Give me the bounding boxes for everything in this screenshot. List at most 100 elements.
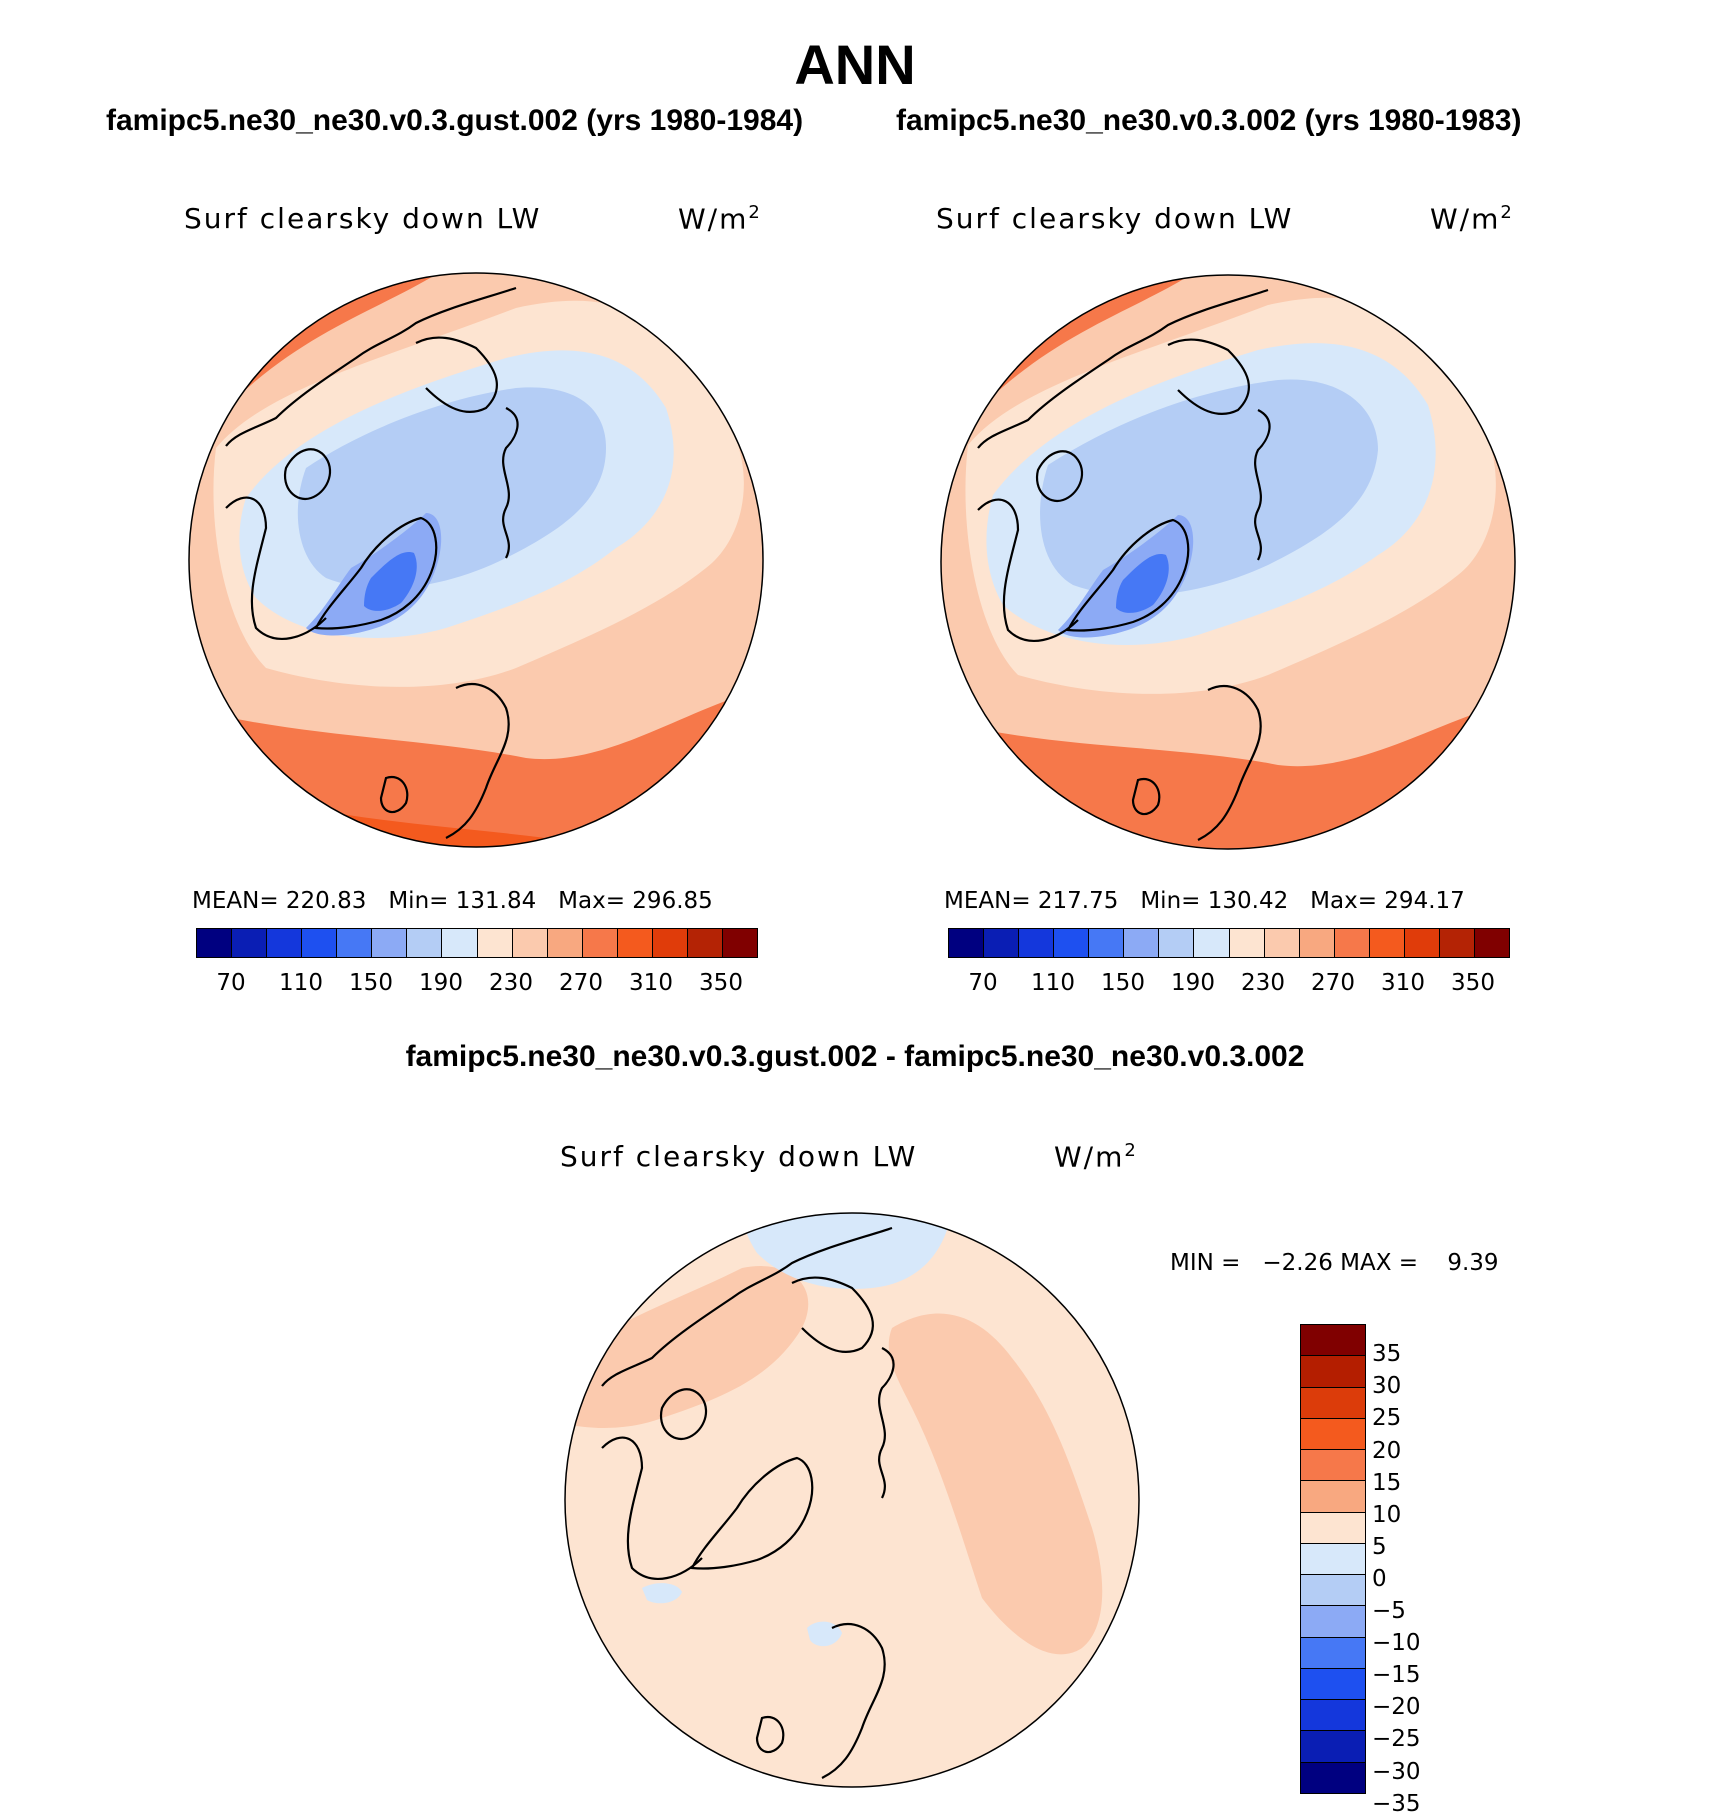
left-colorbar-swatch [582,929,618,957]
left-colorbar-swatch [617,929,653,957]
diff-colorbar-tick-label: −5 [1372,1598,1406,1624]
right-mean-value: 217.75 [1037,888,1119,914]
right-coast-asia [977,288,1269,449]
left-case-title: famipc5.ne30_ne30.v0.3.gust.002 (yrs 198… [106,104,804,137]
right-colorbar-swatch [1124,929,1160,957]
left-coast-north-america [225,496,327,640]
diff-colorbar-tick-label: 15 [1372,1469,1402,1496]
diff-colorbar-swatch [1301,1450,1365,1482]
left-coast-british-isles [379,775,409,814]
diff-stats: MIN = −2.26 MAX = 9.39 [1170,1250,1499,1276]
right-max-label: Max= [1310,888,1377,914]
diff-coast-asia [601,1226,893,1387]
left-colorbar-ticks: 70 110 150 190 230 270 310 350 [196,970,756,1000]
right-colorbar-tick-label: 310 [1381,970,1425,996]
diff-max-value: 9.39 [1447,1250,1499,1276]
right-coast-archipelago [1035,450,1084,503]
left-colorbar-swatch [407,929,443,957]
right-coast-scandinavia [1254,409,1271,561]
right-colorbar-swatch [949,929,985,957]
diff-max-label: MAX = [1340,1250,1419,1276]
diff-colorbar-tick-label: 25 [1372,1405,1402,1432]
diff-siberia-warm-region [565,1266,809,1428]
diff-coast-north-america [601,1436,703,1580]
diff-colorbar-swatch [1301,1325,1365,1357]
right-colorbar-swatch [1019,929,1055,957]
diff-colorbar-tick-label: 10 [1372,1501,1402,1528]
left-colorbar-tick-label: 230 [489,970,533,996]
left-colorbar-tick-label: 190 [419,970,463,996]
diff-colorbar-swatch [1301,1668,1365,1701]
right-coast-siberia [1167,338,1250,415]
diff-colorbar-tick-label: 30 [1372,1373,1402,1400]
left-map-frame [188,272,764,848]
left-field-label: Surf clearsky down LW [184,202,542,235]
left-colorbar-swatch [722,929,757,957]
diff-colorbar-tick-label: −30 [1372,1758,1421,1785]
right-colorbar-swatch [1439,929,1475,957]
diff-polar-map [564,1212,1140,1788]
right-coast-greenland [1066,518,1190,632]
diff-colorbar-tick-label: 35 [1372,1341,1402,1368]
left-colorbar-tick-label: 270 [559,970,603,996]
diff-coast-greenland [690,1456,814,1570]
diff-colorbar-tick-label: 0 [1372,1565,1387,1592]
right-colorbar-swatch [1054,929,1090,957]
left-mean-label: MEAN= [192,888,279,914]
left-mean-value: 220.83 [285,888,367,914]
right-coast-north-america [977,498,1079,642]
diff-coast-archipelago [659,1388,708,1441]
left-coast-norway [445,683,510,839]
left-min-value: 131.84 [455,888,537,914]
right-min-label: Min= [1140,888,1201,914]
right-colorbar-swatch [1369,929,1405,957]
left-min-label: Min= [388,888,449,914]
right-max-value: 294.17 [1384,888,1465,914]
left-colorbar-swatch [442,929,478,957]
diff-colorbar-swatch [1301,1387,1365,1419]
left-greenland-coldest-region [364,552,417,611]
left-coast-archipelago [283,448,332,501]
diff-colorbar-swatch [1301,1700,1365,1732]
left-max-label: Max= [558,888,625,914]
diff-colorbar-swatch [1301,1543,1365,1576]
left-colorbar-tick-label: 150 [349,970,393,996]
left-colorbar-swatch [337,929,373,957]
left-colorbar [196,928,758,958]
diff-coast-siberia [791,1276,874,1353]
left-colorbar-swatch [267,929,303,957]
diff-colorbar-swatch [1301,1762,1365,1793]
right-colorbar-ticks: 70 110 150 190 230 270 310 350 [948,970,1508,1000]
left-colorbar-tick-label: 310 [629,970,673,996]
diff-colorbar-swatch [1301,1356,1365,1388]
right-colorbar-tick-label: 150 [1101,970,1145,996]
right-colorbar-swatch [1159,929,1195,957]
diff-colorbar-tick-label: 5 [1372,1533,1387,1560]
left-coast-greenland [314,516,438,630]
right-colorbar-swatch [1089,929,1125,957]
right-colorbar-tick-label: 230 [1241,970,1285,996]
left-max-value: 296.85 [632,888,713,914]
left-colorbar-swatch [652,929,688,957]
diff-colorbar-tick-label: −35 [1372,1790,1421,1817]
right-stats: MEAN= 217.75 Min= 130.42 Max= 294.17 [944,888,1465,914]
left-colorbar-swatch [302,929,338,957]
diff-colorbar-swatch [1301,1418,1365,1451]
right-colorbar-swatch [1264,929,1300,957]
right-colorbar-tick-label: 110 [1031,970,1075,996]
left-colorbar-tick-label: 110 [279,970,323,996]
right-map-frame [940,274,1516,850]
right-field-label: Surf clearsky down LW [936,202,1294,235]
left-colorbar-swatch [477,929,513,957]
right-colorbar-swatch [1194,929,1230,957]
diff-canada-warm-region [888,1313,1103,1655]
diff-map-frame [564,1212,1140,1788]
left-colorbar-swatch [197,929,233,957]
diff-cool-patch-1 [642,1583,682,1604]
right-colorbar-swatch [1299,929,1335,957]
right-coast-british-isles [1131,777,1161,816]
left-colorbar-tick-label: 70 [216,970,246,996]
right-colorbar-swatch [1404,929,1440,957]
right-units-label: W/m2 [1430,202,1514,236]
diff-min-label: MIN = [1170,1250,1241,1276]
